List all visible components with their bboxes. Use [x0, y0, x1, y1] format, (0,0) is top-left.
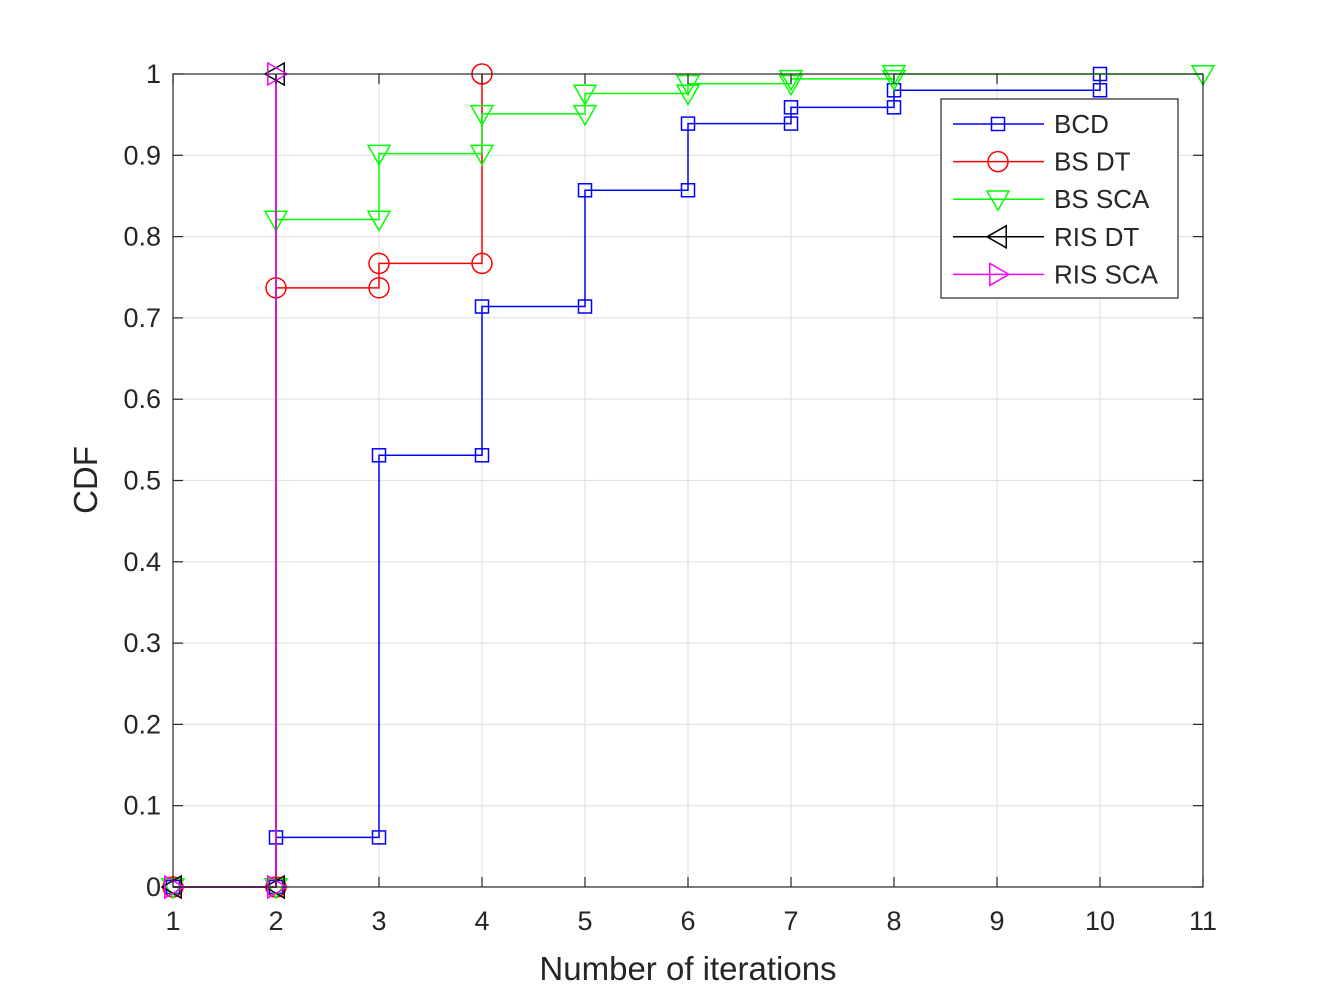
legend-item: RIS SCA [953, 259, 1159, 289]
data-point [881, 65, 907, 87]
y-tick-label: 0.7 [123, 303, 161, 333]
x-tick-label: 4 [474, 906, 489, 936]
legend-marker [989, 262, 1011, 287]
x-tick-label: 11 [1189, 906, 1217, 936]
x-tick-label: 7 [783, 906, 798, 936]
data-point [366, 210, 392, 233]
x-tick-label: 8 [886, 906, 901, 936]
y-tick-label: 0.2 [123, 709, 161, 739]
data-point [368, 277, 390, 299]
data-point [469, 144, 495, 167]
series-line [173, 74, 1101, 888]
data-point [680, 116, 696, 131]
data-point [1190, 65, 1216, 87]
y-tick-label: 0.8 [123, 222, 161, 252]
ticks: 1 2 3 4 5 6 7 8 9 10 11 0 0.1 0.2 0.3 0.4 0.5 0.6 0.7 0.8 0.… [123, 59, 1217, 936]
data-point [675, 84, 701, 107]
data-point [474, 448, 490, 463]
data-point [371, 830, 387, 845]
data-point [474, 299, 490, 314]
legend-label: BS SCA [1054, 184, 1150, 214]
y-tick-label: 0.3 [123, 628, 161, 658]
y-tick-label: 0 [146, 872, 161, 902]
legend-label: BS DT [1054, 147, 1131, 177]
legend-marker [990, 116, 1006, 132]
data-point [471, 252, 493, 275]
y-axis-label: CDF [67, 446, 104, 514]
data-point [783, 116, 799, 131]
data-point [469, 104, 495, 127]
y-tick-label: 0.1 [123, 791, 161, 821]
data-point [577, 183, 593, 198]
x-tick-label: 10 [1085, 906, 1115, 936]
data-point [371, 448, 387, 463]
legend-label: BCD [1054, 109, 1109, 139]
data-point [164, 874, 186, 900]
x-tick-label: 3 [371, 906, 386, 936]
x-tick-label: 2 [268, 906, 283, 936]
x-axis-label: Number of iterations [539, 950, 836, 987]
legend-item: RIS DT [953, 222, 1139, 252]
legend-label: RIS DT [1054, 222, 1139, 252]
y-tick-label: 0.9 [123, 140, 161, 170]
legend-item: BS DT [953, 147, 1131, 177]
x-tick-label: 1 [165, 906, 180, 936]
data-point [572, 84, 598, 107]
data-point [577, 299, 593, 314]
y-tick-label: 0.6 [123, 384, 161, 414]
x-tick-label: 6 [680, 906, 695, 936]
x-tick-label: 9 [989, 906, 1004, 936]
data-point [881, 69, 907, 92]
data-point [783, 100, 799, 115]
x-tick-label: 5 [577, 906, 592, 936]
data-point [368, 252, 390, 275]
legend-item: BCD [953, 109, 1109, 139]
data-point [886, 100, 902, 115]
data-point [366, 144, 392, 167]
legend-marker [985, 190, 1011, 212]
y-tick-label: 0.5 [123, 466, 161, 496]
legend-label: RIS SCA [1054, 259, 1159, 289]
legend-marker [985, 224, 1007, 250]
legend: BCD BS DT BS SCA RIS DT RIS SCA [940, 98, 1179, 299]
data-point [778, 69, 804, 92]
legend-marker [987, 150, 1009, 173]
data-point [680, 183, 696, 198]
y-tick-label: 0.4 [123, 547, 161, 577]
y-tick-label: 1 [146, 59, 161, 89]
legend-item: BS SCA [953, 184, 1150, 214]
